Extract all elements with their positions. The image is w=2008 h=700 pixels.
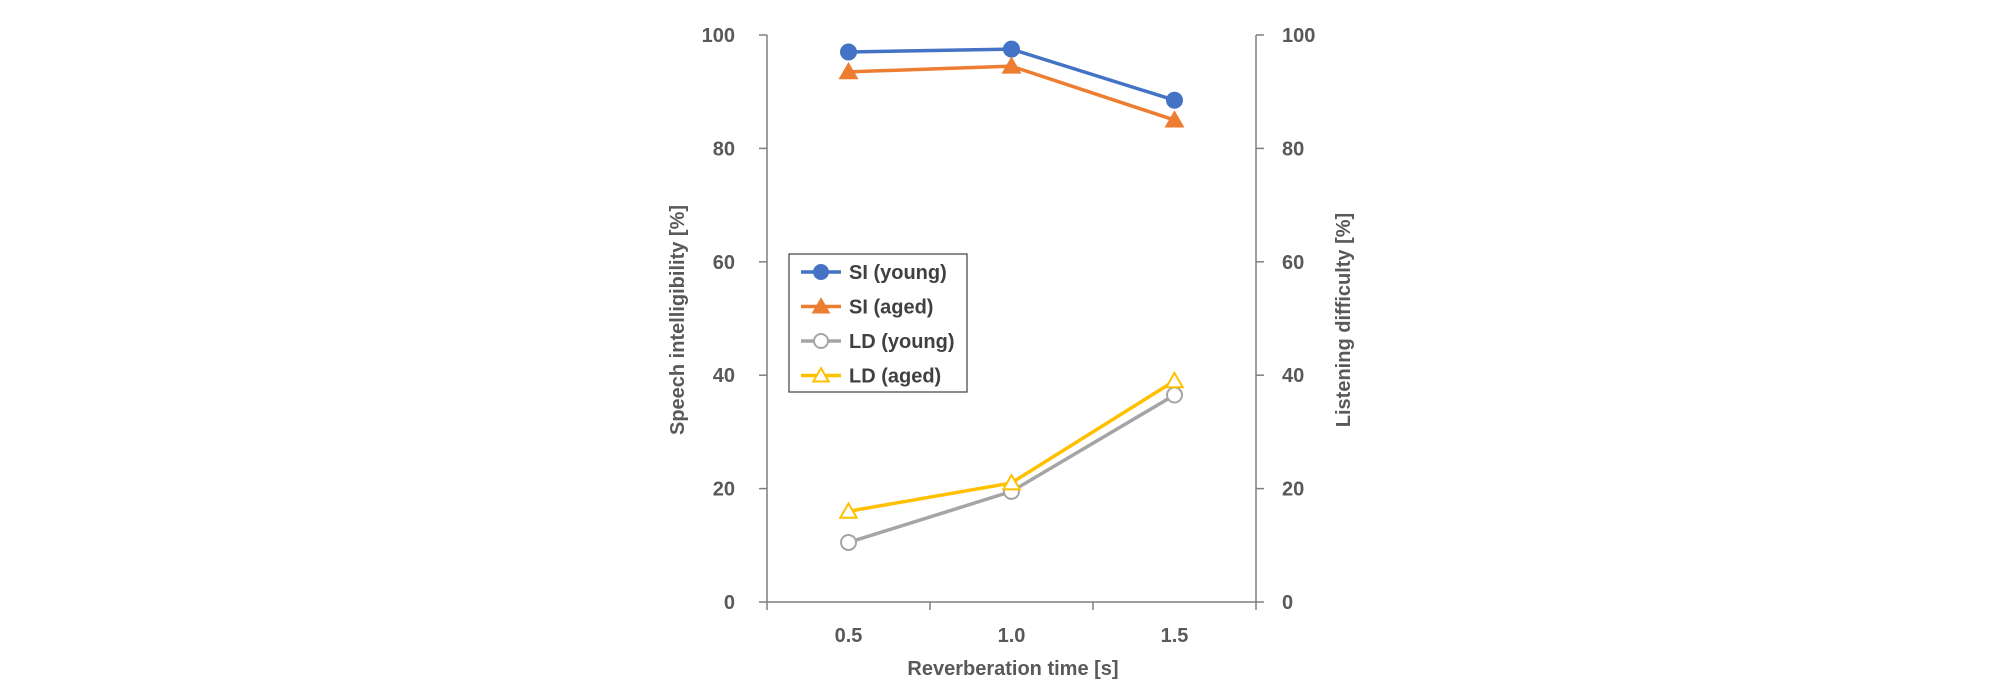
- series-layer: [838, 40, 1185, 551]
- y-right-tick-label: 20: [1282, 479, 1304, 501]
- legend-item: SI (aged): [801, 297, 933, 319]
- y-right-tick-label: 40: [1282, 365, 1304, 387]
- x-axis-title: Reverberation time [s]: [907, 658, 1118, 680]
- data-point: [1166, 91, 1183, 109]
- legend: SI (young) SI (aged) LD (young) LD (aged): [788, 253, 968, 393]
- legend-item: LD (aged): [801, 366, 941, 388]
- data-point: [838, 501, 859, 519]
- series-si-aged: [838, 56, 1185, 128]
- y-left-tick-label: 20: [713, 479, 735, 501]
- data-point: [1003, 40, 1020, 58]
- y-axis-right: 0 20 40 60 80 100: [1256, 25, 1315, 614]
- y-left-tick-label: 40: [713, 365, 735, 387]
- x-axis: 0.5 1.0 1.5: [766, 602, 1257, 647]
- y-right-tick-label: 80: [1282, 138, 1304, 160]
- data-point: [840, 43, 857, 61]
- data-point: [1001, 56, 1022, 74]
- legend-label: SI (young): [849, 262, 947, 284]
- y-right-tick-label: 100: [1282, 25, 1315, 47]
- legend-label: LD (aged): [849, 366, 941, 388]
- data-point: [1166, 386, 1183, 404]
- y-left-tick-label: 0: [724, 592, 735, 614]
- y-left-tick-label: 80: [713, 138, 735, 160]
- data-point: [838, 62, 859, 80]
- series-ld-young: [840, 386, 1183, 551]
- series-line: [847, 393, 1176, 545]
- x-tick-label: 1.5: [1161, 625, 1189, 647]
- data-point: [840, 533, 857, 551]
- data-point: [1164, 110, 1185, 128]
- y-left-tick-label: 100: [702, 25, 735, 47]
- series-si-young: [840, 40, 1183, 109]
- legend-marker: [811, 366, 831, 383]
- y-axis-right-title: Listening difficulty [%]: [1333, 213, 1355, 427]
- legend-marker: [813, 264, 829, 280]
- legend-item: SI (young): [801, 262, 947, 284]
- y-axis-left-title: Speech intelligibility [%]: [667, 205, 689, 435]
- legend-marker: [811, 297, 831, 314]
- data-point: [1001, 473, 1022, 491]
- legend-marker: [813, 333, 829, 349]
- legend-label: SI (aged): [849, 297, 933, 319]
- legend-label: LD (young): [849, 331, 955, 353]
- y-right-tick-label: 60: [1282, 252, 1304, 274]
- x-tick-label: 1.0: [998, 625, 1026, 647]
- x-tick-label: 0.5: [835, 625, 863, 647]
- y-right-tick-label: 0: [1282, 592, 1293, 614]
- series-line: [848, 64, 1176, 122]
- legend-item: LD (young): [801, 331, 955, 353]
- y-axis-left: 0 20 40 60 80 100: [702, 25, 767, 614]
- series-ld-aged: [838, 371, 1185, 519]
- y-left-tick-label: 60: [713, 252, 735, 274]
- plot-area: [766, 35, 1257, 603]
- data-point: [1164, 371, 1185, 389]
